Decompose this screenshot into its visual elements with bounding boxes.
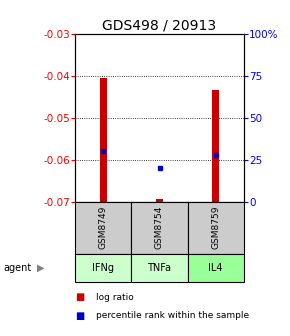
Text: ■: ■ xyxy=(75,292,85,302)
Title: GDS498 / 20913: GDS498 / 20913 xyxy=(102,18,217,33)
Text: IFNg: IFNg xyxy=(93,263,115,273)
Bar xyxy=(156,200,163,202)
Text: log ratio: log ratio xyxy=(96,293,133,302)
Text: GSM8749: GSM8749 xyxy=(99,206,108,249)
Bar xyxy=(100,78,107,202)
Text: TNFa: TNFa xyxy=(148,263,171,273)
Text: IL4: IL4 xyxy=(208,263,223,273)
Text: ▶: ▶ xyxy=(37,263,44,273)
Text: ■: ■ xyxy=(75,311,85,321)
Text: GSM8759: GSM8759 xyxy=(211,206,220,249)
Bar xyxy=(212,90,219,202)
Text: GSM8754: GSM8754 xyxy=(155,206,164,249)
Text: agent: agent xyxy=(3,263,31,273)
Text: percentile rank within the sample: percentile rank within the sample xyxy=(96,311,249,320)
